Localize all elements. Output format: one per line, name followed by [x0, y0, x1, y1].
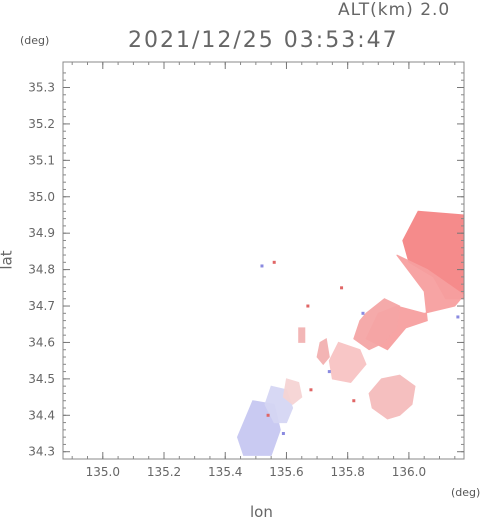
echo-speck-7	[327, 370, 331, 374]
echo-region-4	[368, 374, 416, 420]
x-tick-label: 135.2	[147, 465, 181, 479]
x-tick-label: 135.6	[269, 465, 303, 479]
echo-region-3	[328, 341, 367, 384]
y-tick-label: 34.8	[28, 263, 55, 277]
echo-specks	[260, 260, 460, 436]
x-tick-label: 135.8	[330, 465, 364, 479]
echo-speck-1	[272, 260, 276, 264]
altitude-label: ALT(km) 2.0	[338, 0, 451, 20]
echo-region-8	[316, 338, 330, 366]
axis-tick-labels: 135.0 135.2 135.4 135.6 135.8 136.0 34.3 34.4 34…	[28, 80, 426, 479]
plot-frame	[62, 61, 465, 460]
axis-ticks	[63, 62, 464, 459]
echo-speck-4	[361, 311, 365, 315]
y-tick-label: 34.6	[28, 335, 55, 349]
y-tick-label: 35.2	[28, 117, 55, 131]
x-axis-unit: (deg)	[451, 486, 481, 499]
x-axis-title: lon	[250, 503, 273, 521]
y-tick-label: 35.0	[28, 190, 55, 204]
echo-speck-8	[352, 399, 356, 403]
y-axis-unit: (deg)	[20, 34, 50, 47]
echo-region-9	[298, 327, 306, 343]
y-tick-label: 34.5	[28, 372, 55, 386]
x-tick-label: 136.0	[392, 465, 426, 479]
y-tick-label: 35.3	[28, 80, 55, 94]
echo-region-2	[353, 298, 401, 351]
echo-region-7	[282, 378, 303, 406]
y-tick-label: 34.3	[28, 445, 55, 459]
y-tick-label: 34.7	[28, 299, 55, 313]
y-tick-label: 34.9	[28, 226, 55, 240]
echo-speck-2	[340, 286, 344, 290]
echo-speck-5	[456, 315, 460, 319]
echo-regions	[236, 210, 465, 456]
y-tick-label: 34.4	[28, 408, 55, 422]
echo-speck-9	[266, 413, 270, 417]
x-tick-label: 135.4	[208, 465, 242, 479]
echo-speck-6	[309, 388, 313, 392]
echo-speck-0	[260, 264, 264, 268]
x-tick-label: 135.0	[86, 465, 120, 479]
echo-speck-3	[306, 304, 310, 308]
timestamp: 2021/12/25 03:53:47	[128, 28, 399, 53]
echo-speck-10	[281, 432, 285, 436]
y-tick-label: 35.1	[28, 153, 55, 167]
